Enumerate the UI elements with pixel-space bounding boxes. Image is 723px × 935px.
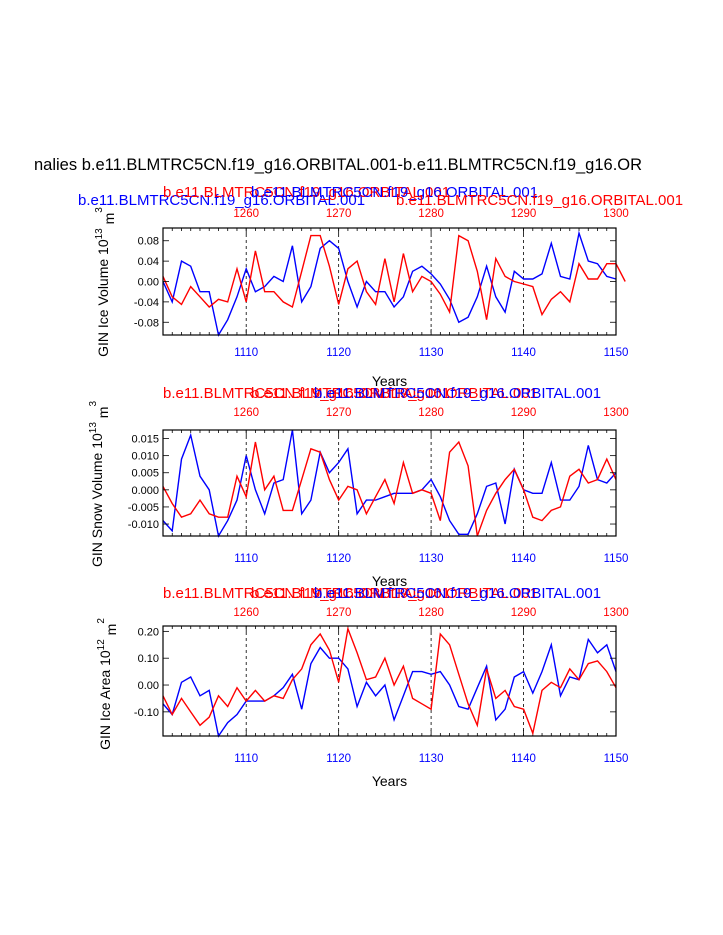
x-tick-label-top: 1280 <box>418 208 444 220</box>
y-tick-label: 0.005 <box>131 468 159 480</box>
x-tick-label-bottom: 1120 <box>326 753 351 765</box>
chart-panel-3: -0.10 0.00 0.10 0.20 1110 1120 1130 1140 1150 126… <box>96 585 629 789</box>
series-line-blue <box>162 429 617 538</box>
x-tick-label-top: 1270 <box>326 607 352 619</box>
x-tick-label-top: 1290 <box>511 407 537 419</box>
y-axis-label-part: 3 <box>88 401 99 407</box>
x-tick-label-bottom: 1150 <box>604 753 629 765</box>
y-tick-label: 0.10 <box>138 653 159 665</box>
y-axis-label: GIN Ice Area 1012 m2 <box>96 618 119 750</box>
y-tick-label: 0.00 <box>138 680 159 692</box>
x-tick-label-top: 1270 <box>326 208 352 220</box>
x-tick-label-bottom: 1150 <box>604 553 629 565</box>
x-tick-label-top: 1300 <box>603 407 629 419</box>
y-axis-label-part: 2 <box>96 618 107 624</box>
x-tick-label-bottom: 1150 <box>604 347 629 359</box>
x-tick-label-top: 1260 <box>233 607 259 619</box>
y-axis-label-part: 13 <box>94 228 105 240</box>
top-right-label: b.e11.BLMTRC5CN.f19_g16.ORBITAL.001 <box>314 585 601 602</box>
chart-panel-2: -0.010 -0.005 0.000 0.005 0.010 0.015 1110 1120… <box>88 385 629 589</box>
x-axis-label: Years <box>372 373 407 389</box>
series-line-blue <box>162 230 617 337</box>
series-line-red <box>162 234 626 320</box>
x-tick-label-bottom: 1130 <box>419 753 444 765</box>
top-left-label-overlap: b.e11.BLMTRC5CN.f19_g16.ORBITAL.001 <box>163 184 450 201</box>
plot-frame <box>162 625 617 737</box>
y-axis-label-part: 3 <box>94 207 105 213</box>
y-axis-label-part: GIN Ice Volume 10 <box>95 239 111 357</box>
x-tick-label-bottom: 1110 <box>234 553 258 565</box>
y-axis-label-part: 12 <box>96 639 107 651</box>
x-tick-label-bottom: 1110 <box>234 753 258 765</box>
top-left-label-overlap: b.e11.BLMTRC5CN.f19_g16.ORBITAL.001 <box>251 385 538 402</box>
x-tick-label-top: 1280 <box>418 407 444 419</box>
series-line-red <box>162 626 617 736</box>
x-tick-label-bottom: 1140 <box>511 347 536 359</box>
top-right-label-overlap: b.e11.BLMTRC5CN.f19_g16.ORBITAL.001 <box>396 192 683 209</box>
y-tick-label: 0.00 <box>138 277 159 289</box>
series-line-red <box>162 440 617 537</box>
x-axis-label: Years <box>372 773 407 789</box>
y-axis-label-part: GIN Snow Volume 10 <box>89 433 105 567</box>
plot-frame <box>162 429 617 537</box>
y-tick-label: -0.005 <box>128 502 159 514</box>
y-tick-label: 0.015 <box>131 434 159 446</box>
y-tick-label: 0.010 <box>131 451 159 463</box>
y-axis-label-part: m <box>101 213 117 229</box>
y-axis-label: GIN Snow Volume 1013 m3 <box>88 401 111 568</box>
y-tick-label: 0.000 <box>131 485 159 497</box>
x-tick-label-bottom: 1130 <box>419 553 444 565</box>
y-tick-label: -0.010 <box>128 519 159 531</box>
x-tick-label-top: 1270 <box>326 407 352 419</box>
y-tick-label: -0.04 <box>134 297 159 309</box>
x-tick-label-bottom: 1120 <box>326 553 351 565</box>
x-tick-label-top: 1300 <box>603 607 629 619</box>
top-left-label: b.e11.BLMTRC5CN.f19_g16.ORBITAL.001 <box>163 585 450 602</box>
top-left-label: b.e11.BLMTRC5CN.f19_g16.ORBITAL.001 <box>78 192 365 209</box>
x-tick-label-top: 1300 <box>603 208 629 220</box>
y-axis-label-part: GIN Ice Area 10 <box>97 650 113 750</box>
x-axis-label: Years <box>372 573 407 589</box>
y-axis-label-part: m <box>103 624 119 640</box>
y-tick-label: 0.04 <box>138 256 159 268</box>
x-tick-label-top: 1290 <box>511 208 537 220</box>
y-axis-label-part: m <box>95 407 111 423</box>
x-tick-label-bottom: 1140 <box>511 553 536 565</box>
y-axis-label-part: 13 <box>88 422 99 434</box>
top-right-label: b.e11.BLMTRC5CN.f19_g16.ORBITAL.001 <box>251 184 538 201</box>
x-tick-label-bottom: 1110 <box>234 347 258 359</box>
chart-panel-1: -0.08 -0.04 0.00 0.04 0.08 1110 1120 1130 1140 11… <box>78 184 683 389</box>
top-right-label: b.e11.BLMTRC5CN.f19_g16.ORBITAL.001 <box>314 385 601 402</box>
y-tick-label: 0.20 <box>138 626 159 638</box>
top-left-label: b.e11.BLMTRC5CN.f19_g16.ORBITAL.001 <box>163 385 450 402</box>
top-left-label-overlap: b.e11.BLMTRC5CN.f19_g16.ORBITAL.001 <box>251 585 538 602</box>
y-axis-label: GIN Ice Volume 1013 m3 <box>94 207 117 357</box>
x-tick-label-top: 1260 <box>233 208 259 220</box>
x-tick-label-top: 1290 <box>511 607 537 619</box>
x-tick-label-bottom: 1130 <box>419 347 444 359</box>
x-tick-label-top: 1280 <box>418 607 444 619</box>
y-tick-label: -0.10 <box>134 707 159 719</box>
x-tick-label-bottom: 1120 <box>326 347 351 359</box>
series-line-blue <box>162 637 617 738</box>
x-tick-label-bottom: 1140 <box>511 753 536 765</box>
x-tick-label-top: 1260 <box>233 407 259 419</box>
y-tick-label: -0.08 <box>134 317 159 329</box>
page-title: nalies b.e11.BLMTRC5CN.f19_g16.ORBITAL.0… <box>34 156 643 174</box>
y-tick-label: 0.08 <box>138 236 159 248</box>
